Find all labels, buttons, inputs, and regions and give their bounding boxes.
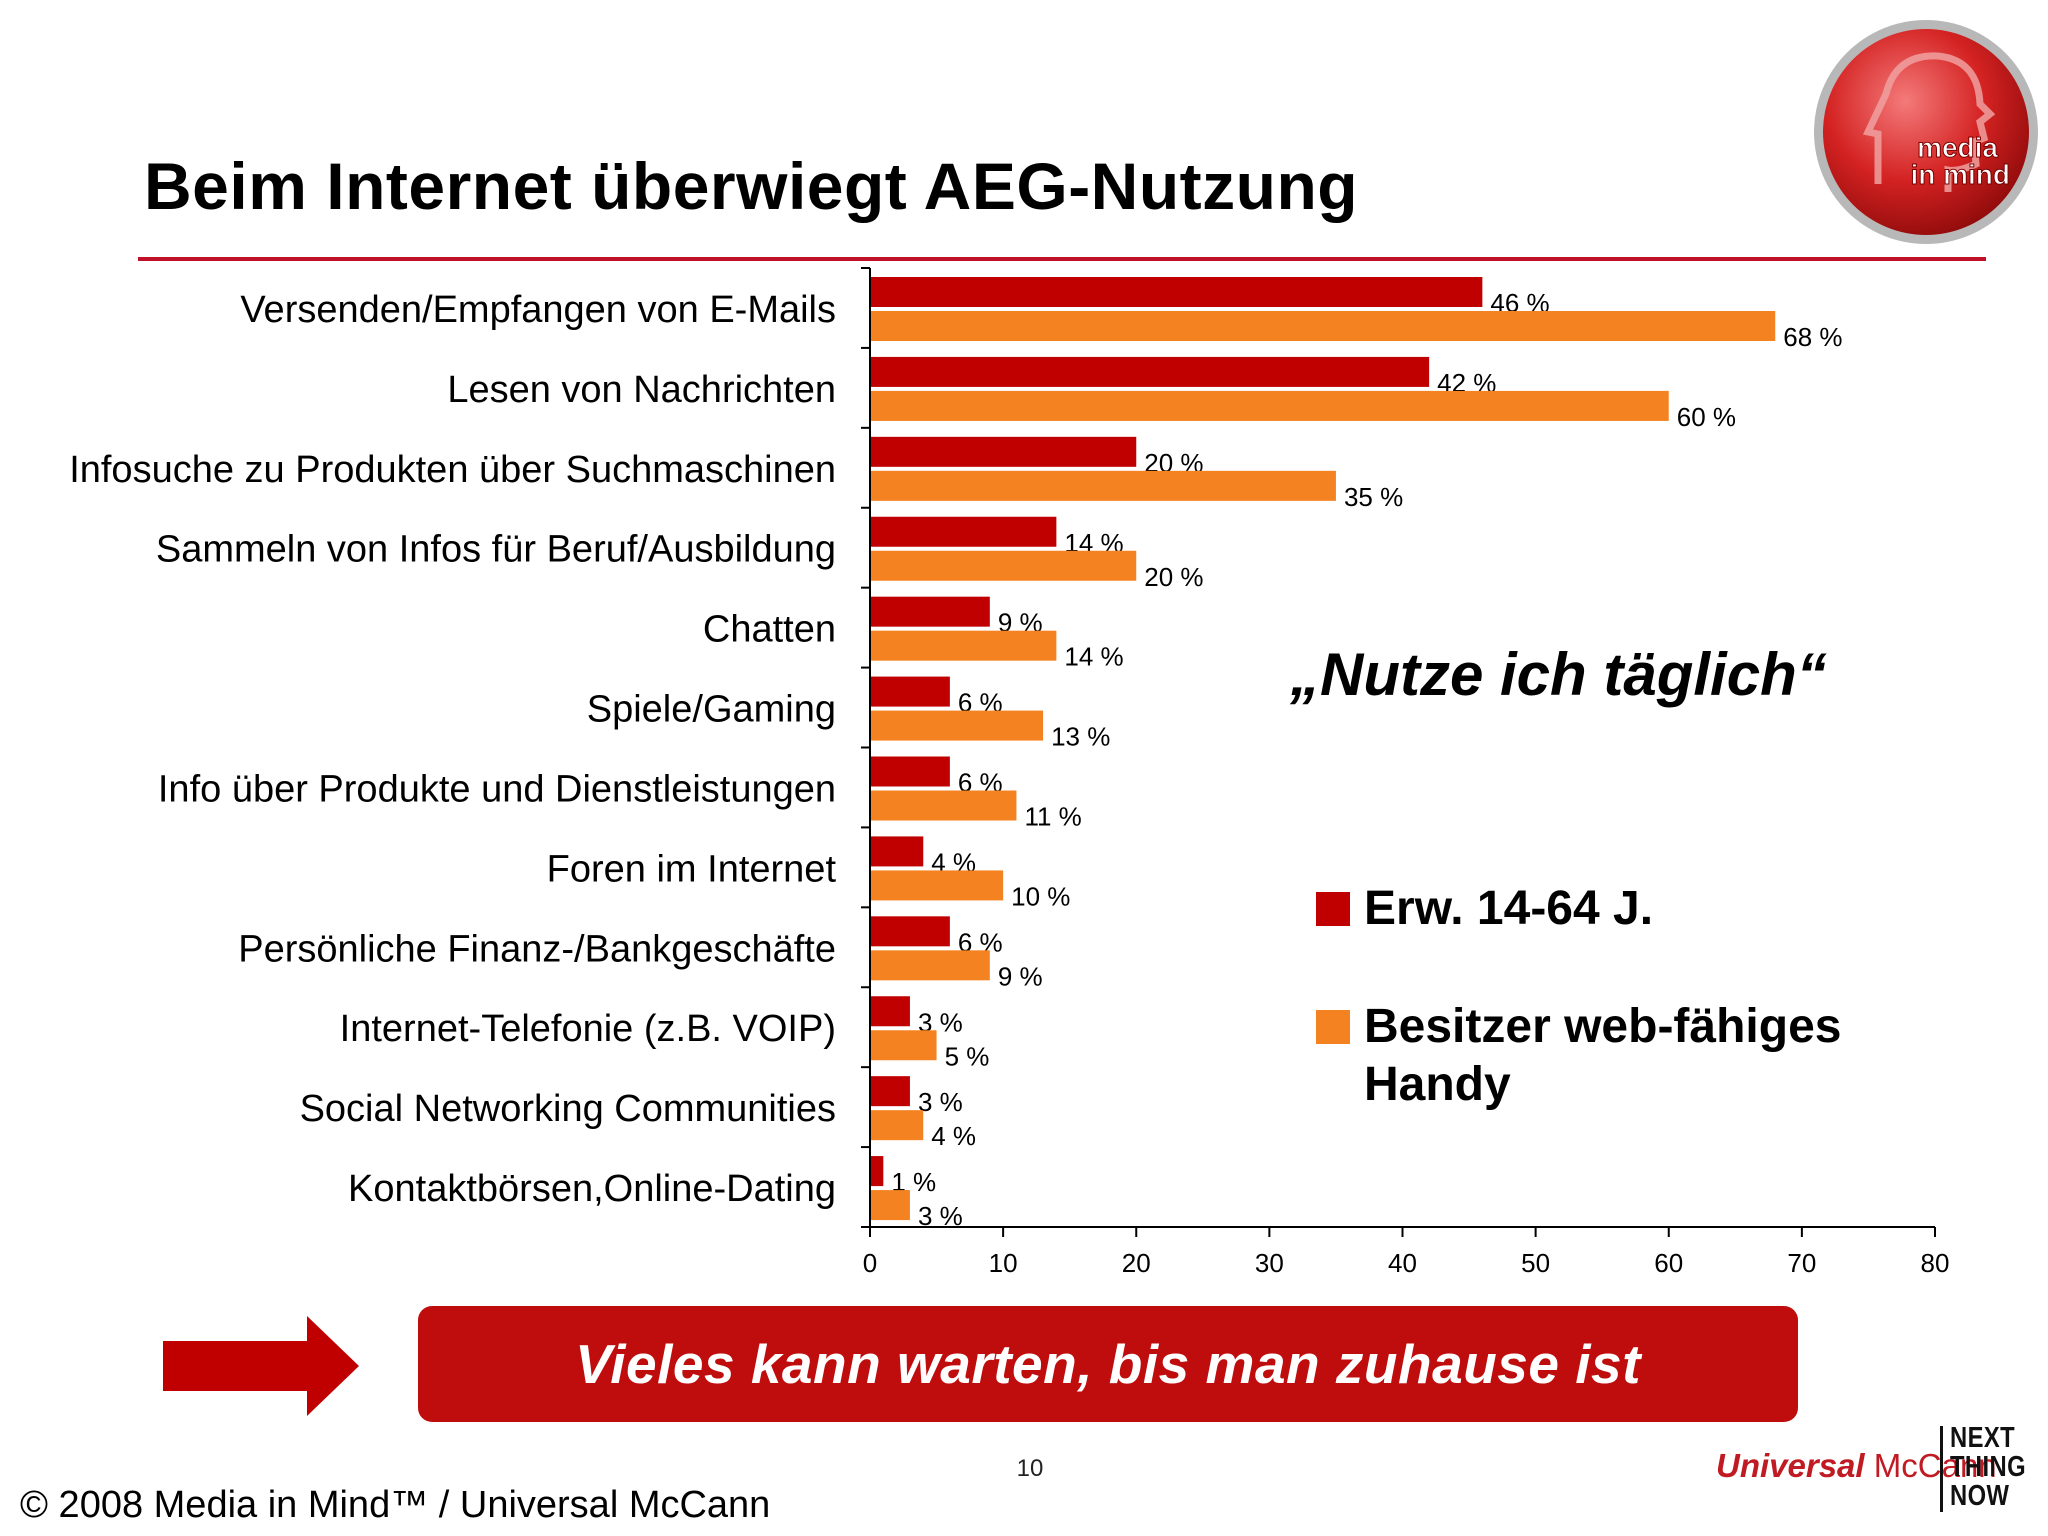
data-label: 10 % [1011, 881, 1070, 911]
bar-series-2 [871, 950, 990, 981]
bar-series-1 [871, 356, 1430, 387]
bar-series-1 [871, 756, 950, 787]
x-tick-label: 40 [1388, 1248, 1417, 1278]
data-label: 68 % [1783, 322, 1842, 352]
bar-series-1 [871, 1156, 884, 1187]
x-tick-label: 60 [1654, 1248, 1683, 1278]
bar-series-2 [871, 710, 1044, 741]
x-tick-label: 20 [1122, 1248, 1151, 1278]
category-label: Chatten [703, 609, 836, 651]
legend-label-series-1: Erw. 14-64 J. [1364, 882, 1654, 935]
chart-caption: „Nutze ich täglich“ [1290, 641, 1827, 708]
category-label: Social Networking Communities [300, 1088, 836, 1130]
data-label: 4 % [931, 1121, 976, 1151]
bar-chart: 0 10 20 30 40 50 60 70 80 Versenden/Empfangen von… [69, 267, 1950, 1278]
brand-slogan-line: NOW [1950, 1480, 2010, 1512]
data-label: 20 % [1144, 562, 1203, 592]
x-tick-label: 80 [1921, 1248, 1950, 1278]
bar-series-2 [871, 790, 1017, 821]
logo-text-media: media [1917, 132, 1998, 163]
data-label: 5 % [945, 1041, 990, 1071]
bar-series-2 [871, 1110, 924, 1141]
category-label: Infosuche zu Produkten über Suchmaschine… [69, 449, 836, 491]
bar-series-1 [871, 916, 950, 947]
bar-series-1 [871, 836, 924, 867]
bar-series-2 [871, 870, 1004, 901]
category-label: Sammeln von Infos für Beruf/Ausbildung [156, 529, 836, 571]
bar-series-1 [871, 516, 1057, 547]
legend-swatch-series-1 [1316, 892, 1350, 926]
bar-series-2 [871, 550, 1137, 581]
head-profile-icon [1862, 52, 1996, 192]
legend-swatch-series-2 [1316, 1010, 1350, 1044]
data-label: 60 % [1677, 402, 1736, 432]
logo-text-in-mind: in mind [1910, 159, 2010, 190]
brand-universal: Universal [1716, 1447, 1865, 1484]
data-label: 3 % [918, 1087, 963, 1117]
bar-series-1 [871, 596, 990, 627]
x-tick-label: 30 [1255, 1248, 1284, 1278]
category-label: Info über Produkte und Dienstleistungen [158, 768, 836, 810]
data-label: 35 % [1344, 482, 1403, 512]
media-in-mind-logo: media in mind [1814, 20, 2038, 244]
bar-series-2 [871, 311, 1776, 341]
data-label: 3 % [918, 1201, 963, 1231]
category-label: Versenden/Empfangen von E-Mails [240, 289, 836, 331]
bar-series-2 [871, 390, 1669, 421]
title-underline [138, 257, 1986, 261]
category-label: Internet-Telefonie (z.B. VOIP) [340, 1008, 836, 1050]
slide-title: Beim Internet überwiegt AEG-Nutzung [144, 149, 1359, 223]
bar-series-2 [871, 630, 1057, 661]
x-tick-label: 0 [863, 1248, 877, 1278]
data-label: 11 % [1024, 802, 1081, 832]
category-label: Spiele/Gaming [587, 689, 836, 731]
arrow-right-icon [163, 1316, 359, 1416]
x-tick-label: 10 [989, 1248, 1018, 1278]
brand-divider [1940, 1426, 1943, 1512]
brand-mccann: McCann [1873, 1447, 1997, 1484]
x-tick-label: 50 [1521, 1248, 1550, 1278]
category-label: Lesen von Nachrichten [447, 369, 836, 411]
category-label: Kontaktbörsen,Online-Dating [348, 1168, 836, 1210]
category-label: Persönliche Finanz-/Bankgeschäfte [238, 928, 836, 970]
bar-series-1 [871, 996, 910, 1027]
bar-series-1 [871, 436, 1137, 467]
bar-series-2 [871, 470, 1336, 501]
universal-mccann-logo: Universal McCann [1716, 1447, 1997, 1485]
brand-slogan: NEXT THING NOW [1950, 1424, 2026, 1511]
bar-series-1 [871, 1076, 910, 1107]
x-tick-label: 70 [1787, 1248, 1816, 1278]
bar-series-1 [871, 277, 1483, 307]
bar-series-1 [871, 676, 950, 707]
conclusion-text: Vieles kann warten, bis man zuhause ist [575, 1333, 1641, 1395]
data-label: 14 % [1064, 642, 1123, 672]
page-number: 10 [1016, 1455, 1044, 1482]
legend-label-series-2: Besitzer web-fähiges Handy [1364, 1000, 1842, 1111]
data-label: 13 % [1051, 722, 1110, 752]
brand-slogan-line: NEXT [1950, 1422, 2016, 1454]
conclusion-banner: Vieles kann warten, bis man zuhause ist [418, 1306, 1798, 1422]
bar-series-2 [871, 1190, 910, 1221]
category-label: Foren im Internet [547, 848, 837, 890]
brand-slogan-line: THING [1950, 1451, 2027, 1483]
bar-series-2 [871, 1030, 937, 1061]
copyright-notice: © 2008 Media in Mind™ / Universal McCann [20, 1484, 771, 1526]
data-label: 9 % [998, 961, 1043, 991]
